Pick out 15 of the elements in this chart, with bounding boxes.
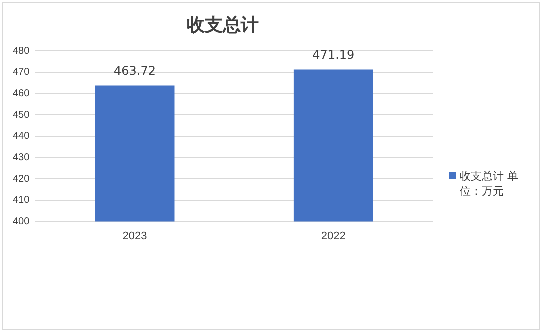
y-tick-label: 480	[12, 46, 30, 57]
y-tick-label: 430	[12, 152, 30, 164]
data-label: 463.72	[114, 64, 156, 78]
y-tick-label: 420	[12, 174, 30, 185]
y-tick-label: 410	[12, 195, 30, 206]
y-tick-label: 470	[12, 67, 30, 78]
x-tick-label: 2022	[321, 230, 346, 242]
y-tick-label: 440	[12, 131, 30, 142]
data-label: 471.19	[312, 48, 355, 62]
chart-title: 收支总计	[186, 14, 260, 37]
y-tick-label: 400	[12, 216, 30, 228]
y-tick-label: 450	[12, 110, 30, 121]
y-tick-label: 460	[12, 88, 30, 100]
x-tick-label: 2023	[122, 230, 148, 242]
legend-label: 收支总计 单位：万元	[460, 169, 520, 199]
